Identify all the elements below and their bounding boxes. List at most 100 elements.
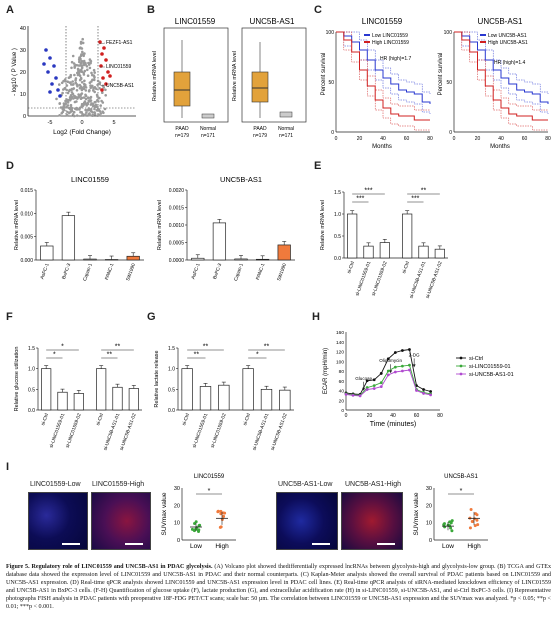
- volcano-point: [80, 81, 84, 84]
- y-tick-label: 0.0: [334, 256, 341, 262]
- volcano-point: [66, 80, 69, 83]
- y-axis-label: SUVmax value: [413, 492, 420, 535]
- km-legend: Low LINC01559: [372, 33, 408, 39]
- volcano-point: [72, 110, 76, 114]
- bar: [347, 213, 358, 259]
- series-point: [365, 386, 369, 389]
- km-hr: HR (high)=1.4: [494, 60, 525, 66]
- suv-point: [474, 512, 478, 516]
- km-xtick: 60: [404, 136, 410, 142]
- bar: [379, 242, 390, 259]
- suv-point: [450, 529, 454, 533]
- x-tick-label: si-LINC01559-01: [48, 412, 66, 448]
- y-tick-label: 1.5: [334, 190, 341, 196]
- volcano-point: [69, 81, 72, 84]
- x-tick-label: AsPC-1: [190, 262, 201, 280]
- y-tick-label: 0: [177, 538, 180, 544]
- volcano-point: [58, 83, 61, 86]
- bar: [112, 386, 123, 411]
- suv-point: [442, 522, 446, 526]
- series-point: [386, 357, 390, 361]
- volcano-point: [85, 111, 88, 114]
- volcano-point: [79, 94, 82, 98]
- series-point: [422, 388, 425, 391]
- volcano-point: [91, 104, 95, 108]
- suv-point: [473, 524, 477, 528]
- sig-stars: *: [460, 488, 463, 495]
- volcano-point: [84, 108, 87, 112]
- km-xtick: 0: [453, 136, 456, 142]
- km-legend: High LINC01559: [372, 40, 409, 46]
- volcano-point: [79, 97, 83, 100]
- x-tick-label: 60: [414, 413, 420, 419]
- volcano-point: [70, 66, 73, 70]
- suv-point: [194, 520, 198, 524]
- y-axis-label: Relative mRNA level: [14, 200, 20, 250]
- km-ytick: 50: [328, 80, 334, 86]
- suv-point: [219, 525, 223, 529]
- series-point: [379, 381, 383, 385]
- x-tick-label: si-Ctrl: [346, 261, 356, 275]
- suv-point: [469, 507, 473, 511]
- km-xlabel: Months: [372, 144, 392, 150]
- chart-title: LINC01559: [71, 175, 109, 184]
- bar: [363, 245, 374, 259]
- volcano-point: [93, 71, 96, 74]
- suv-point: [216, 509, 220, 513]
- y-tick-label: 0: [429, 538, 432, 544]
- volcano-point: [75, 100, 78, 103]
- x-tick-label: AsPC-1: [39, 262, 50, 280]
- x-tick-label: SW1990: [125, 262, 137, 282]
- y-tick-label: 0.5: [334, 234, 341, 240]
- volcano-point: [72, 83, 75, 86]
- volcano-point: [75, 114, 79, 117]
- suv-point: [197, 524, 201, 528]
- y-tick-label: 160: [336, 330, 344, 336]
- series-point: [372, 387, 376, 390]
- sig-stars: **: [421, 188, 427, 195]
- series-point: [386, 369, 390, 373]
- volcano-point: [93, 75, 96, 79]
- boxplot-count: n=171: [201, 133, 215, 139]
- volcano-point: [71, 92, 75, 96]
- volcano-plot: - log10 ( P Value ) Log2 (Fold Change) -…: [12, 26, 136, 136]
- series-point: [429, 390, 432, 393]
- bar: [96, 368, 107, 411]
- boxplot-group: PAAD: [175, 126, 189, 132]
- x-tick-label: Capan-1: [82, 262, 94, 282]
- volcano-point: [82, 73, 86, 76]
- volcano-point-up: [100, 52, 104, 56]
- volcano-point: [90, 80, 93, 83]
- volcano-ytick: 0: [23, 114, 26, 120]
- y-tick-label: 0.015: [20, 188, 33, 194]
- volcano-xtick: 0: [80, 120, 83, 126]
- sig-stars: **: [115, 344, 121, 351]
- legend-label: si-UNC5B-AS1-01: [469, 372, 514, 378]
- x-tick-label: si-LINC01559-02: [210, 412, 228, 448]
- volcano-point-up: [100, 88, 104, 92]
- volcano-point: [79, 57, 82, 61]
- injection-label: 2-DG: [409, 352, 420, 357]
- x-tick-label: si-Ctrl: [95, 413, 105, 427]
- bar: [57, 391, 68, 411]
- volcano-point: [92, 86, 95, 90]
- volcano-point: [73, 73, 76, 77]
- boxplot-title-linc: LINC01559: [175, 17, 216, 26]
- bar: [242, 368, 254, 411]
- km-ytick: 50: [446, 80, 452, 86]
- volcano-point: [66, 91, 70, 95]
- y-tick-label: 1.0: [28, 367, 35, 373]
- volcano-point: [81, 37, 84, 41]
- km-ci-low: [336, 31, 431, 94]
- x-tick-label: Capan-1: [233, 262, 245, 282]
- volcano-point: [78, 108, 81, 111]
- volcano-point: [103, 107, 107, 111]
- volcano-point-down: [42, 62, 46, 66]
- volcano-dots: [42, 37, 112, 118]
- volcano-point: [91, 111, 94, 114]
- volcano-point-up: [101, 76, 105, 80]
- volcano-point: [68, 96, 72, 99]
- x-axis-label: Time (minutes): [370, 421, 416, 428]
- y-tick-label: 0.5: [168, 387, 175, 393]
